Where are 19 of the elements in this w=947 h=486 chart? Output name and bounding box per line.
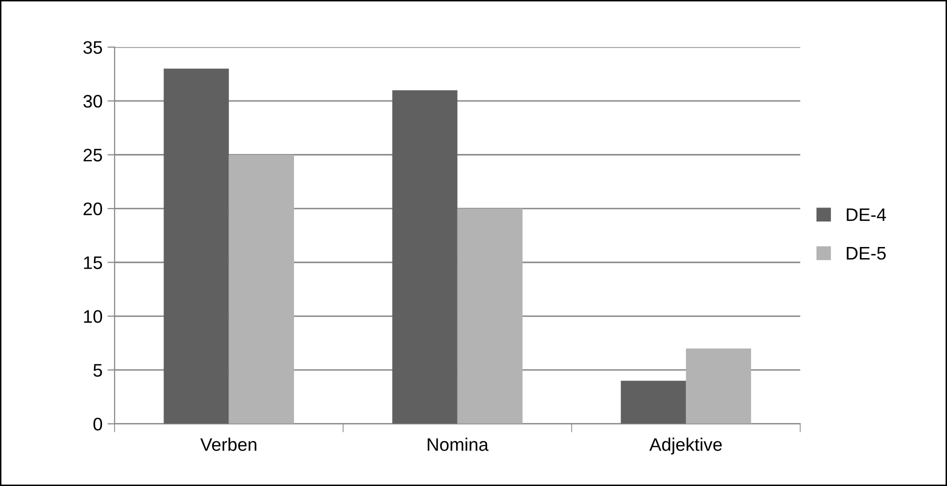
bar (686, 348, 752, 424)
bar (620, 380, 686, 424)
y-tick-label: 30 (83, 94, 102, 108)
legend-label: DE-5 (846, 247, 886, 260)
bar (228, 154, 294, 424)
y-tick-label: 35 (83, 41, 102, 54)
y-tick-label: 5 (93, 364, 102, 377)
x-tick-label: Verben (200, 438, 256, 451)
bar (164, 68, 229, 424)
y-tick-label: 10 (84, 310, 102, 323)
legend-label: DE-4 (846, 208, 886, 221)
y-tick-label: 15 (84, 256, 102, 270)
y-tick-label: 20 (84, 202, 102, 216)
y-tick-label: 25 (84, 148, 102, 162)
x-tick-label: Nomina (428, 438, 489, 451)
y-tick-label: 0 (93, 418, 102, 431)
x-tick-label: Adjektive (649, 438, 722, 455)
bar (457, 208, 523, 424)
bar (392, 90, 458, 424)
